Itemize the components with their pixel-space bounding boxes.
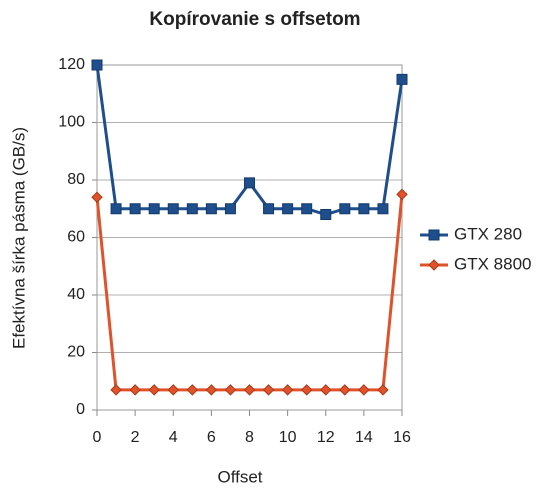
x-tick-label: 16 (393, 429, 411, 446)
data-point (129, 384, 141, 396)
data-point (358, 384, 370, 396)
x-tick-label: 14 (355, 429, 373, 446)
data-point (167, 384, 179, 396)
data-point (263, 203, 275, 215)
data-point (320, 384, 332, 396)
data-point (91, 191, 103, 203)
y-tick-label: 40 (67, 286, 85, 303)
data-point (282, 203, 294, 215)
data-point (205, 203, 217, 215)
data-point (148, 203, 160, 215)
y-tick-label: 100 (58, 114, 85, 131)
data-point (262, 384, 275, 396)
series-line (95, 194, 404, 392)
data-point (377, 384, 389, 396)
legend-label: GTX 280 (454, 224, 522, 243)
data-point (186, 384, 199, 396)
data-point (110, 384, 122, 396)
data-point (91, 59, 103, 71)
chart-title: Kopírovanie s offsetom (149, 9, 360, 30)
legend-marker (428, 229, 440, 241)
y-tick-label: 0 (76, 401, 85, 418)
data-point (243, 384, 256, 396)
data-point (358, 203, 370, 215)
data-point (167, 203, 179, 215)
data-point (205, 384, 218, 396)
data-point (224, 384, 237, 396)
y-tick-label: 20 (67, 344, 85, 361)
series-line (95, 64, 404, 217)
y-tick-label: 120 (58, 56, 85, 73)
x-tick-label: 12 (317, 429, 335, 446)
x-tick-label: 2 (131, 429, 140, 446)
y-axis-label: Efektívna šírka pásma (GB/s) (9, 127, 28, 349)
data-point (396, 73, 408, 85)
data-point (110, 203, 122, 215)
x-tick-label: 0 (93, 429, 102, 446)
data-point (339, 384, 351, 396)
data-point (186, 203, 198, 215)
data-point (377, 203, 389, 215)
x-tick-label: 10 (279, 429, 297, 446)
data-point (301, 203, 313, 215)
data-point (339, 203, 351, 215)
x-axis-label: Offset (217, 467, 262, 486)
data-point (148, 384, 160, 396)
data-point (244, 177, 255, 189)
data-point (129, 203, 141, 215)
legend-marker (428, 259, 440, 271)
x-tick-label: 6 (207, 429, 216, 446)
x-tick-label: 4 (169, 429, 178, 446)
data-point (300, 384, 313, 396)
legend-label: GTX 8800 (454, 254, 532, 273)
x-tick-label: 8 (245, 429, 254, 446)
data-point (320, 209, 332, 220)
data-point (224, 203, 236, 215)
y-tick-label: 60 (67, 229, 85, 246)
data-point (281, 384, 294, 396)
y-tick-label: 80 (67, 171, 85, 188)
data-point (396, 188, 408, 201)
